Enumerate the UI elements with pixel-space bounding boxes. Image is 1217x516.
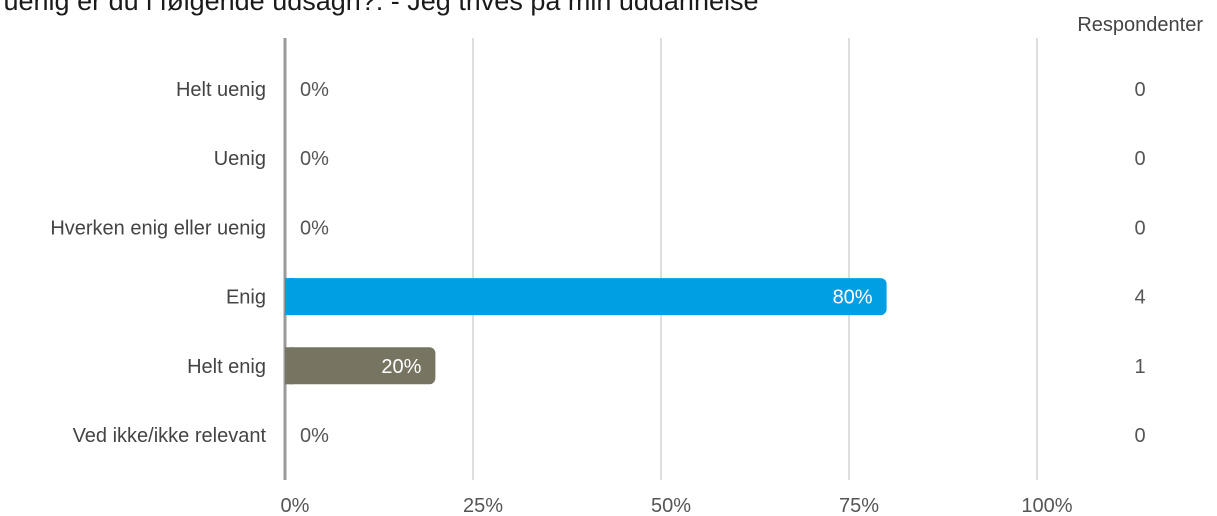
x-tick-label: 100% bbox=[1021, 495, 1072, 516]
bar-value-label: 0% bbox=[300, 79, 329, 101]
bar-value-label: 0% bbox=[300, 217, 329, 239]
x-tick-label: 75% bbox=[839, 495, 879, 516]
respondent-count: 1 bbox=[1134, 356, 1145, 378]
category-label: Uenig bbox=[214, 148, 266, 170]
bar-value-label: 0% bbox=[300, 425, 329, 447]
respondent-count: 0 bbox=[1134, 217, 1145, 239]
category-label: Helt enig bbox=[187, 356, 266, 378]
bar bbox=[285, 278, 887, 315]
category-label: Ved ikke/ikke relevant bbox=[73, 425, 267, 447]
category-label: Hverken enig eller uenig bbox=[50, 217, 266, 239]
bar-value-label: 20% bbox=[381, 356, 421, 378]
respondent-count: 0 bbox=[1134, 79, 1145, 101]
bar-left-square bbox=[285, 278, 293, 315]
category-label: Enig bbox=[226, 287, 266, 309]
x-tick-label: 0% bbox=[281, 495, 310, 516]
x-tick-label: 50% bbox=[651, 495, 691, 516]
category-label: Helt uenig bbox=[176, 79, 266, 101]
bar-left-square bbox=[285, 347, 293, 384]
respondent-count: 0 bbox=[1134, 425, 1145, 447]
bar-value-label: 80% bbox=[833, 287, 873, 309]
bar-value-label: 0% bbox=[300, 148, 329, 170]
respondent-count: 0 bbox=[1134, 148, 1145, 170]
respondent-count: 4 bbox=[1134, 287, 1145, 309]
x-tick-label: 25% bbox=[463, 495, 503, 516]
